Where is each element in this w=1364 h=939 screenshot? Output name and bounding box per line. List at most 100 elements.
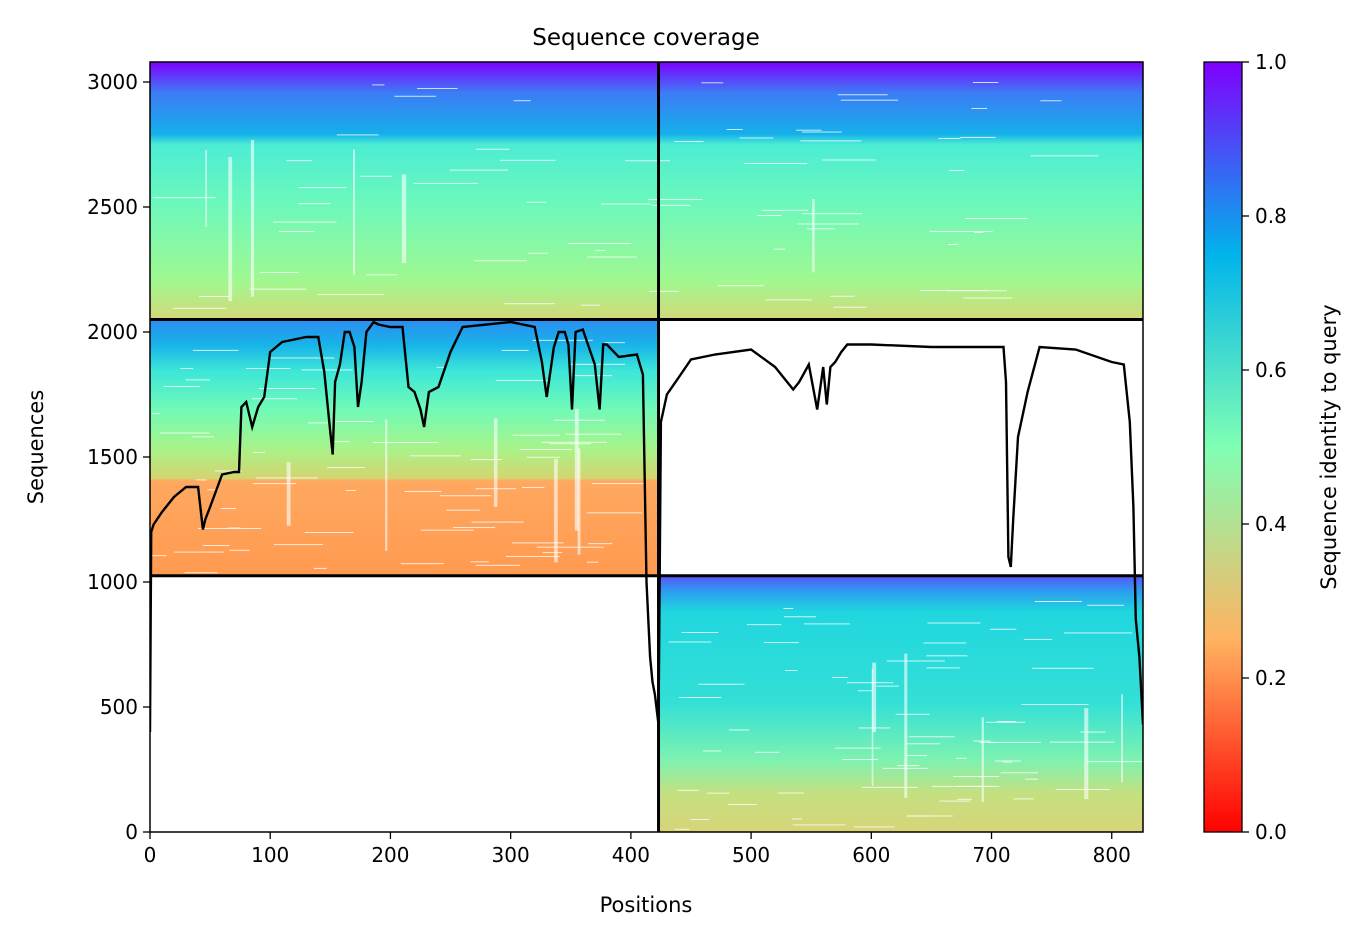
alignment-gap	[792, 818, 802, 820]
alignment-gap	[307, 422, 328, 424]
alignment-gap	[765, 299, 812, 301]
alignment-gap-column	[228, 157, 233, 302]
alignment-gap	[833, 306, 867, 308]
alignment-gap	[527, 252, 548, 254]
alignment-gap	[475, 564, 520, 566]
alignment-gap	[728, 804, 757, 805]
alignment-gap	[604, 342, 625, 344]
x-axis: 0 100 200 300 400 500 600 700 800	[144, 832, 1131, 867]
alignment-gap	[345, 490, 356, 491]
plot-area	[150, 62, 1143, 832]
alignment-gap	[471, 521, 524, 523]
x-tick-label: 800	[1093, 843, 1131, 867]
x-axis-label: Positions	[600, 893, 693, 917]
alignment-gap	[1080, 731, 1106, 733]
x-tick-label: 300	[492, 843, 530, 867]
alignment-gap	[199, 296, 229, 297]
alignment-gap	[853, 826, 895, 828]
alignment-gap-column	[812, 199, 815, 273]
alignment-gap	[953, 776, 1000, 778]
alignment-gap	[840, 99, 899, 101]
alignment-gap-column	[1084, 707, 1089, 800]
alignment-gap	[327, 467, 365, 469]
alignment-gap	[1050, 741, 1115, 743]
alignment-gap	[394, 95, 437, 97]
colorbar-tick-label: 0.6	[1255, 358, 1287, 382]
alignment-block-3	[658, 575, 1143, 832]
x-tick-label: 600	[852, 843, 890, 867]
y-tick-label: 2000	[87, 320, 138, 344]
alignment-gap	[522, 486, 545, 488]
alignment-gap	[549, 443, 591, 445]
alignment-gap	[681, 632, 719, 633]
y-tick-label: 1000	[87, 570, 138, 594]
alignment-gap-column	[554, 458, 558, 563]
alignment-gap	[526, 456, 561, 458]
alignment-gap	[269, 357, 335, 359]
alignment-gap	[895, 713, 930, 715]
alignment-gap	[499, 159, 556, 161]
alignment-gap	[185, 379, 211, 381]
alignment-gap	[413, 182, 478, 184]
alignment-blocks	[150, 62, 1143, 832]
alignment-gap	[542, 552, 563, 554]
x-tick-label: 700	[972, 843, 1010, 867]
alignment-gap	[986, 721, 1026, 723]
alignment-gap	[273, 221, 337, 223]
alignment-gap	[249, 288, 307, 290]
alignment-gap	[180, 368, 194, 369]
alignment-gap	[1003, 761, 1012, 763]
alignment-gap	[690, 819, 710, 821]
alignment-gap	[286, 160, 313, 162]
y-axis-label: Sequences	[24, 390, 48, 505]
alignment-gap	[150, 555, 167, 557]
alignment-gap	[203, 545, 230, 546]
alignment-gap	[674, 141, 704, 143]
alignment-gap	[336, 134, 379, 136]
alignment-gap	[739, 137, 774, 139]
alignment-gap	[905, 754, 927, 756]
coverage-line	[150, 320, 1143, 733]
alignment-gap	[195, 479, 207, 481]
colorbar-tick-label: 0.0	[1255, 820, 1287, 844]
alignment-gap	[372, 442, 439, 444]
alignment-gap	[359, 175, 393, 177]
alignment-gap	[956, 798, 973, 800]
alignment-gaps	[150, 82, 1143, 830]
alignment-gap	[253, 452, 266, 454]
alignment-gap	[473, 260, 527, 262]
alignment-gap	[1000, 772, 1039, 774]
alignment-gap	[956, 785, 1000, 787]
alignment-gap-column	[577, 448, 581, 555]
alignment-gap	[800, 140, 862, 142]
alignment-gap	[806, 228, 835, 230]
alignment-gap	[703, 750, 722, 752]
x-tick-label: 200	[371, 843, 409, 867]
alignment-gap	[677, 789, 699, 791]
alignment-gap-column	[205, 149, 207, 227]
colorbar-label: Sequence identity to query	[1317, 304, 1341, 589]
colorbar-tick-label: 0.4	[1255, 512, 1287, 536]
alignment-gap	[761, 209, 808, 211]
alignment-gap-column	[493, 418, 498, 507]
alignment-gap	[1024, 778, 1039, 780]
alignment-gap	[796, 129, 822, 131]
alignment-gap	[919, 289, 988, 291]
alignment-gap	[701, 82, 724, 84]
colorbar-tick-label: 0.2	[1255, 666, 1287, 690]
y-tick-label: 500	[100, 695, 138, 719]
alignment-gap	[151, 413, 161, 415]
alignment-gap	[1064, 632, 1133, 634]
alignment-gap	[301, 369, 353, 371]
alignment-gap	[400, 563, 445, 565]
colorbar-tick-label: 1.0	[1255, 50, 1287, 74]
alignment-gap	[580, 304, 601, 306]
alignment-gap	[822, 159, 876, 161]
alignment-gap	[949, 170, 965, 171]
alignment-gap	[152, 197, 216, 199]
alignment-gap	[832, 677, 848, 679]
alignment-gap	[587, 256, 637, 258]
alignment-gap-column	[1121, 694, 1123, 783]
alignment-block-1	[150, 62, 1143, 320]
